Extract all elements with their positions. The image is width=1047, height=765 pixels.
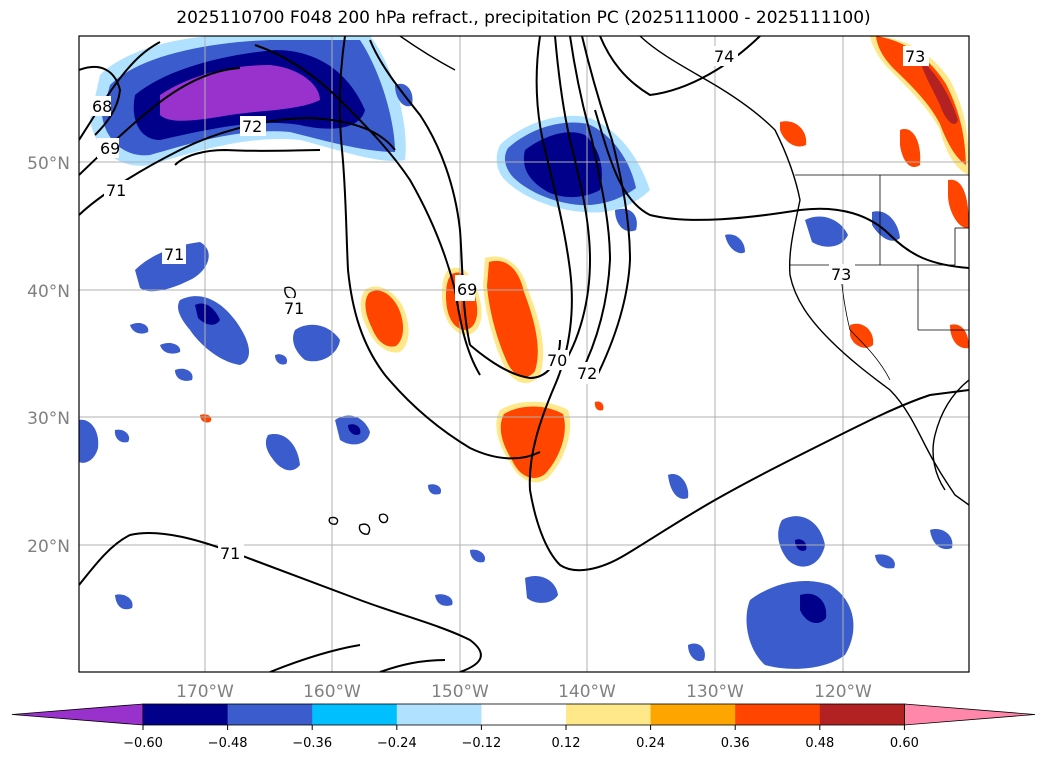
colorbar-ticks: −0.60 −0.48 −0.36 −0.24 −0.12 0.12 0.24 0.36 0.4… (123, 725, 919, 751)
colorbar-extend-low (11, 703, 144, 726)
lon-label: 150°W (431, 682, 489, 702)
contour-label: 73 (831, 265, 851, 284)
map-title: 2025110700 F048 200 hPa refract., precip… (176, 8, 871, 28)
lat-label: 50°N (27, 154, 70, 174)
latitude-labels: 50°N 40°N 30°N 20°N (27, 154, 70, 557)
lon-label: 170°W (176, 682, 234, 702)
colorbar-segment (481, 704, 567, 725)
neg-anomaly-subtropical (746, 211, 953, 669)
colorbar-segment (735, 704, 821, 725)
plot-frame (78, 35, 970, 673)
longitude-labels: 170°W 160°W 150°W 140°W 130°W 120°W (176, 682, 872, 702)
contour-label: 68 (92, 97, 112, 116)
colorbar-segment (650, 704, 736, 725)
colorbar-segment (143, 704, 229, 725)
lat-label: 20°N (27, 537, 70, 557)
contour-label: 72 (577, 364, 597, 383)
lon-label: 140°W (558, 682, 616, 702)
colorbar-segment (396, 704, 482, 725)
colorbar-tick-label: −0.24 (377, 736, 417, 751)
colorbar-segment (227, 704, 313, 725)
graticule (79, 36, 969, 672)
colorbar (11, 703, 1036, 726)
colorbar-tick-label: 0.24 (636, 736, 665, 751)
lon-label: 120°W (814, 682, 872, 702)
contour-label: 69 (457, 280, 477, 299)
contour-label: 71 (220, 544, 240, 563)
colorbar-tick-label: 0.36 (721, 736, 750, 751)
refractivity-contours (79, 36, 969, 672)
colorbar-tick-label: 0.60 (890, 736, 919, 751)
colorbar-tick-label: 0.12 (552, 736, 581, 751)
contour-label: 71 (284, 299, 304, 318)
state-borders (790, 174, 969, 381)
colorbar-extend-high (904, 703, 1036, 726)
pos-anomaly-areas (200, 36, 969, 483)
coastlines (284, 36, 969, 535)
colorbar-segment (566, 704, 652, 725)
contour-label: 72 (242, 117, 262, 136)
contour-label: 71 (164, 245, 184, 264)
colorbar-tick-label: −0.36 (292, 736, 332, 751)
lat-label: 40°N (27, 282, 70, 302)
contour-label: 69 (100, 139, 120, 158)
lon-label: 160°W (303, 682, 361, 702)
colorbar-tick-label: 0.48 (805, 736, 834, 751)
contour-label: 74 (714, 47, 734, 66)
neg-anomaly-central-pacific (79, 234, 745, 662)
contour-label: 70 (547, 351, 567, 370)
colorbar-tick-label: −0.60 (123, 736, 163, 751)
colorbar-segment (819, 704, 905, 725)
colorbar-tick-label: −0.12 (461, 736, 501, 751)
lat-label: 30°N (27, 409, 70, 429)
lon-label: 130°W (686, 682, 744, 702)
contour-label: 71 (106, 181, 126, 200)
contour-labels: 68 69 71 71 71 69 70 72 74 73 73 71 72 (89, 46, 929, 563)
colorbar-outline (142, 703, 905, 726)
colorbar-segment (312, 704, 398, 725)
contour-label: 73 (905, 47, 925, 66)
colorbar-tick-label: −0.48 (208, 736, 248, 751)
